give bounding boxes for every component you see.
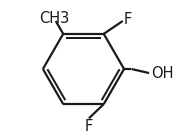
Text: CH3: CH3: [39, 11, 69, 26]
Text: F: F: [85, 119, 93, 134]
Text: OH: OH: [151, 66, 174, 81]
Text: F: F: [123, 12, 132, 27]
